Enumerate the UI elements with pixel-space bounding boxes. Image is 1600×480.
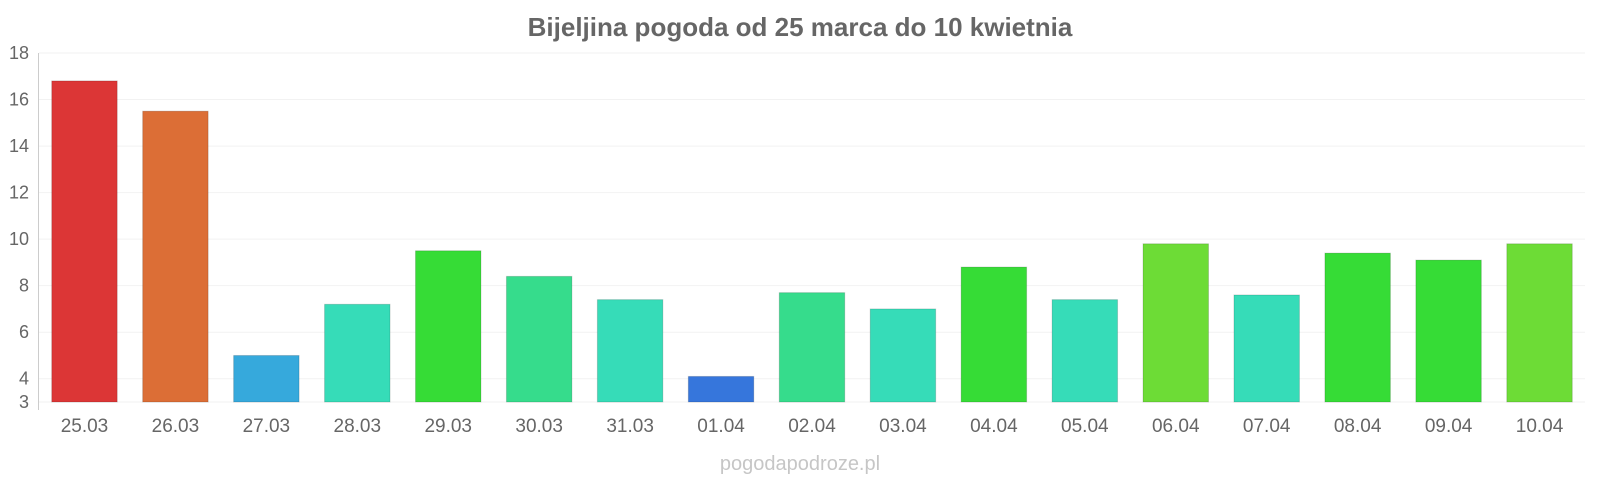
- x-tick-label: 28.03: [334, 416, 382, 437]
- bar-26.03: [142, 110, 209, 403]
- x-tick-label: 04.04: [970, 416, 1018, 437]
- y-tick-label: 18: [9, 43, 29, 63]
- bar-08.04: [1324, 252, 1391, 403]
- x-tick-label: 26.03: [152, 416, 200, 437]
- bars: [51, 80, 1573, 403]
- bar-01.04: [687, 375, 755, 403]
- bar-02.04: [778, 292, 846, 403]
- y-tick-label: 3: [19, 392, 29, 412]
- x-tick-label: 25.03: [61, 416, 109, 437]
- x-tick-label: 08.04: [1334, 416, 1382, 437]
- x-tick-label: 30.03: [515, 416, 563, 437]
- bar-30.03: [505, 275, 573, 403]
- chart-title: Bijeljina pogoda od 25 marca do 10 kwiet…: [528, 12, 1073, 42]
- y-tick-label: 10: [9, 229, 29, 249]
- bar-09.04: [1415, 259, 1482, 403]
- bar-06.04: [1142, 243, 1210, 403]
- y-tick-label: 4: [19, 369, 29, 389]
- bar-28.03: [324, 303, 391, 403]
- x-tick-label: 05.04: [1061, 416, 1109, 437]
- y-tick-label: 8: [19, 276, 29, 296]
- x-tick-label: 27.03: [243, 416, 291, 437]
- x-tick-label: 07.04: [1243, 416, 1291, 437]
- y-tick-label: 12: [9, 183, 29, 203]
- x-tick-label: 02.04: [788, 416, 836, 437]
- bar-10.04: [1506, 243, 1573, 403]
- y-tick-label: 16: [9, 90, 29, 110]
- bar-31.03: [596, 299, 664, 403]
- y-axis-ticks: 3 4 6 8 10 12 14 16 18: [9, 43, 29, 412]
- x-tick-label: 01.04: [697, 416, 745, 437]
- x-tick-label: 03.04: [879, 416, 927, 437]
- bar-05.04: [1051, 299, 1119, 403]
- y-tick-label: 6: [19, 322, 29, 342]
- bar-07.04: [1233, 294, 1300, 403]
- x-tick-label: 31.03: [606, 416, 654, 437]
- bar-03.04: [869, 308, 937, 403]
- bar-29.03: [414, 250, 482, 403]
- x-tick-label: 09.04: [1425, 416, 1473, 437]
- x-tick-label: 10.04: [1516, 416, 1564, 437]
- y-tick-label: 14: [9, 136, 29, 156]
- x-tick-label: 29.03: [424, 416, 472, 437]
- bar-27.03: [233, 354, 300, 403]
- x-tick-label: 06.04: [1152, 416, 1200, 437]
- bar-25.03: [51, 80, 118, 403]
- x-axis-ticks: 25.03 26.03 27.03 28.03 29.03 30.03 31.03 01.04…: [61, 416, 1564, 437]
- credit-text: pogodapodroze.pl: [720, 453, 880, 475]
- bar-04.04: [960, 266, 1028, 403]
